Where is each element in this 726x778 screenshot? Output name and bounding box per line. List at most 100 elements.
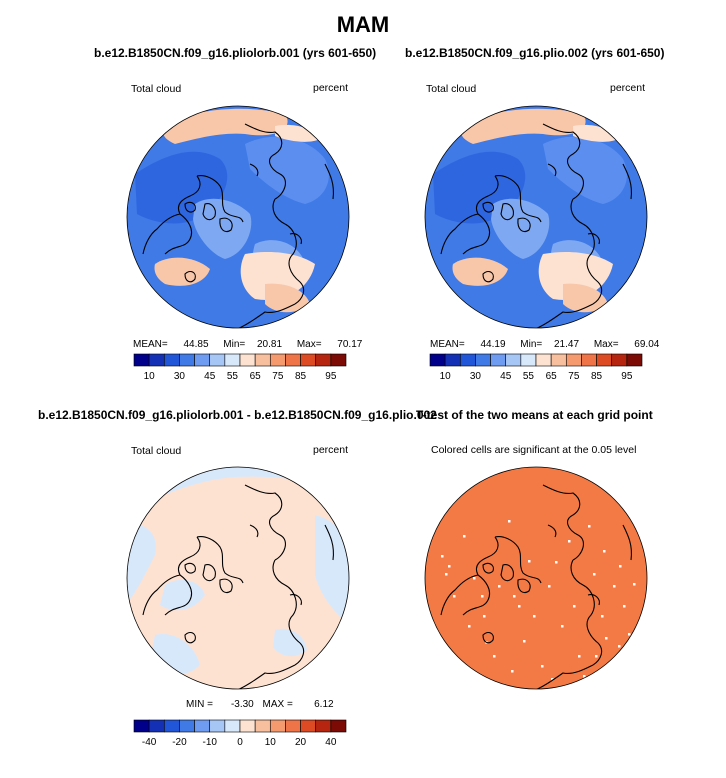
colorbar-cell [163,353,180,367]
coastline [289,233,302,245]
coastline [184,562,196,574]
panel-1-colorbar: 10 30 45 55 65 75 85 95 [133,353,347,382]
panel-2-min-value: 21.47 [554,339,580,350]
insignificant-cell [481,595,484,598]
colorbar-cell [194,719,211,733]
colorbar-tick-label: 75 [272,371,284,382]
map-field [425,106,647,328]
colorbar-cell [429,353,446,367]
coastline [234,303,296,328]
panel-4-polar-map [424,466,648,690]
insignificant-cell [528,560,531,563]
figure-title: MAM [336,12,390,37]
colorbar-cell [148,719,165,733]
colorbar-tick-label: 45 [204,371,216,382]
coastline [142,213,181,255]
panel-1-max-label: Max= [296,339,322,350]
coastline [570,198,603,305]
coastline [622,163,632,200]
panel-1-max-value: 70.17 [337,339,363,350]
colorbar-cell [315,353,332,367]
insignificant-cell [511,670,514,673]
coastline [587,233,600,245]
panel-3-title: b.e12.B1850CN.f09_g16.pliolorb.001 - b.e… [38,408,437,422]
panel-4-subtitle: Colored cells are significant at the 0.0… [431,444,637,456]
colorbar-tick-label: -20 [172,737,187,748]
colorbar-tick-label: 95 [621,371,633,382]
colorbar-cell [444,353,461,367]
colorbar-cell [148,353,165,367]
coastline [440,213,479,255]
coastline [272,559,305,666]
panel-2-max-value: 69.04 [634,339,660,350]
insignificant-cell [498,585,501,588]
insignificant-cell [468,625,471,628]
insignificant-cell [601,615,604,618]
colorbar-cell [565,353,582,367]
panel-1-polar-map [126,105,350,329]
insignificant-cell [603,550,606,553]
panel-3-min-value: -3.30 [230,699,254,710]
colorbar-tick-label: 10 [144,371,156,382]
colorbar-tick-label: 85 [591,371,603,382]
insignificant-cell [573,605,576,608]
coastline [142,574,181,616]
colorbar-cell [254,353,271,367]
colorbar-tick-label: 10 [440,371,452,382]
colorbar-tick-label: 85 [295,371,307,382]
panel-4-title: T-test of the two means at each grid poi… [416,408,653,422]
field-high-region [240,252,315,300]
field-high-region [265,283,310,313]
field-negative-region [127,524,156,605]
insignificant-cell [605,637,608,640]
insignificant-cell [533,615,536,618]
insignificant-cell [551,678,554,681]
colorbar-cell [520,353,537,367]
colorbar-cell [209,353,226,367]
colorbar-tick-label: 40 [325,737,337,748]
insignificant-cell [513,595,516,598]
colorbar-cell [505,353,522,367]
field-negative-region [315,515,349,625]
coastline [587,594,600,606]
insignificant-cell [593,573,596,576]
coastline [622,524,632,561]
field-high-region [563,283,608,313]
colorbar-cell [133,353,150,367]
field-high-region [275,124,320,142]
colorbar-tick-label: 95 [325,371,337,382]
map-field [425,467,647,689]
insignificant-cell [578,655,581,658]
coastline [500,564,514,582]
coastline [202,564,216,582]
coastline [289,594,302,606]
insignificant-cell [448,565,451,568]
panel-1-title: b.e12.B1850CN.f09_g16.pliolorb.001 (yrs … [94,46,377,60]
insignificant-cell [548,585,551,588]
colorbar-cell [239,353,256,367]
map-border [424,105,648,329]
panel-2-min-label: Min= [520,339,543,350]
panel-2-polar-map [424,105,648,329]
insignificant-cell [441,555,444,558]
colorbar-tick-label: 45 [500,371,512,382]
coastline [196,536,244,584]
panel-2-mean-value: 44.19 [480,339,506,350]
insignificant-cell [633,583,636,586]
coastline [494,536,542,584]
panel-2-colorbar: 10 30 45 55 65 75 85 95 [429,353,643,382]
map-border [126,105,350,329]
colorbar-cell [209,719,226,733]
coastline [547,163,557,177]
colorbar-cell [490,353,507,367]
colorbar-cell [179,353,195,367]
colorbar-cell [133,719,150,733]
field-high-region [162,108,288,144]
colorbar-cell [475,353,491,367]
insignificant-cell [493,655,496,658]
map-border [424,466,648,690]
panel-1-min-value: 20.81 [257,339,283,350]
colorbar-cell [285,353,301,367]
colorbar-tick-label: 75 [568,371,580,382]
insignificant-cell [483,615,486,618]
